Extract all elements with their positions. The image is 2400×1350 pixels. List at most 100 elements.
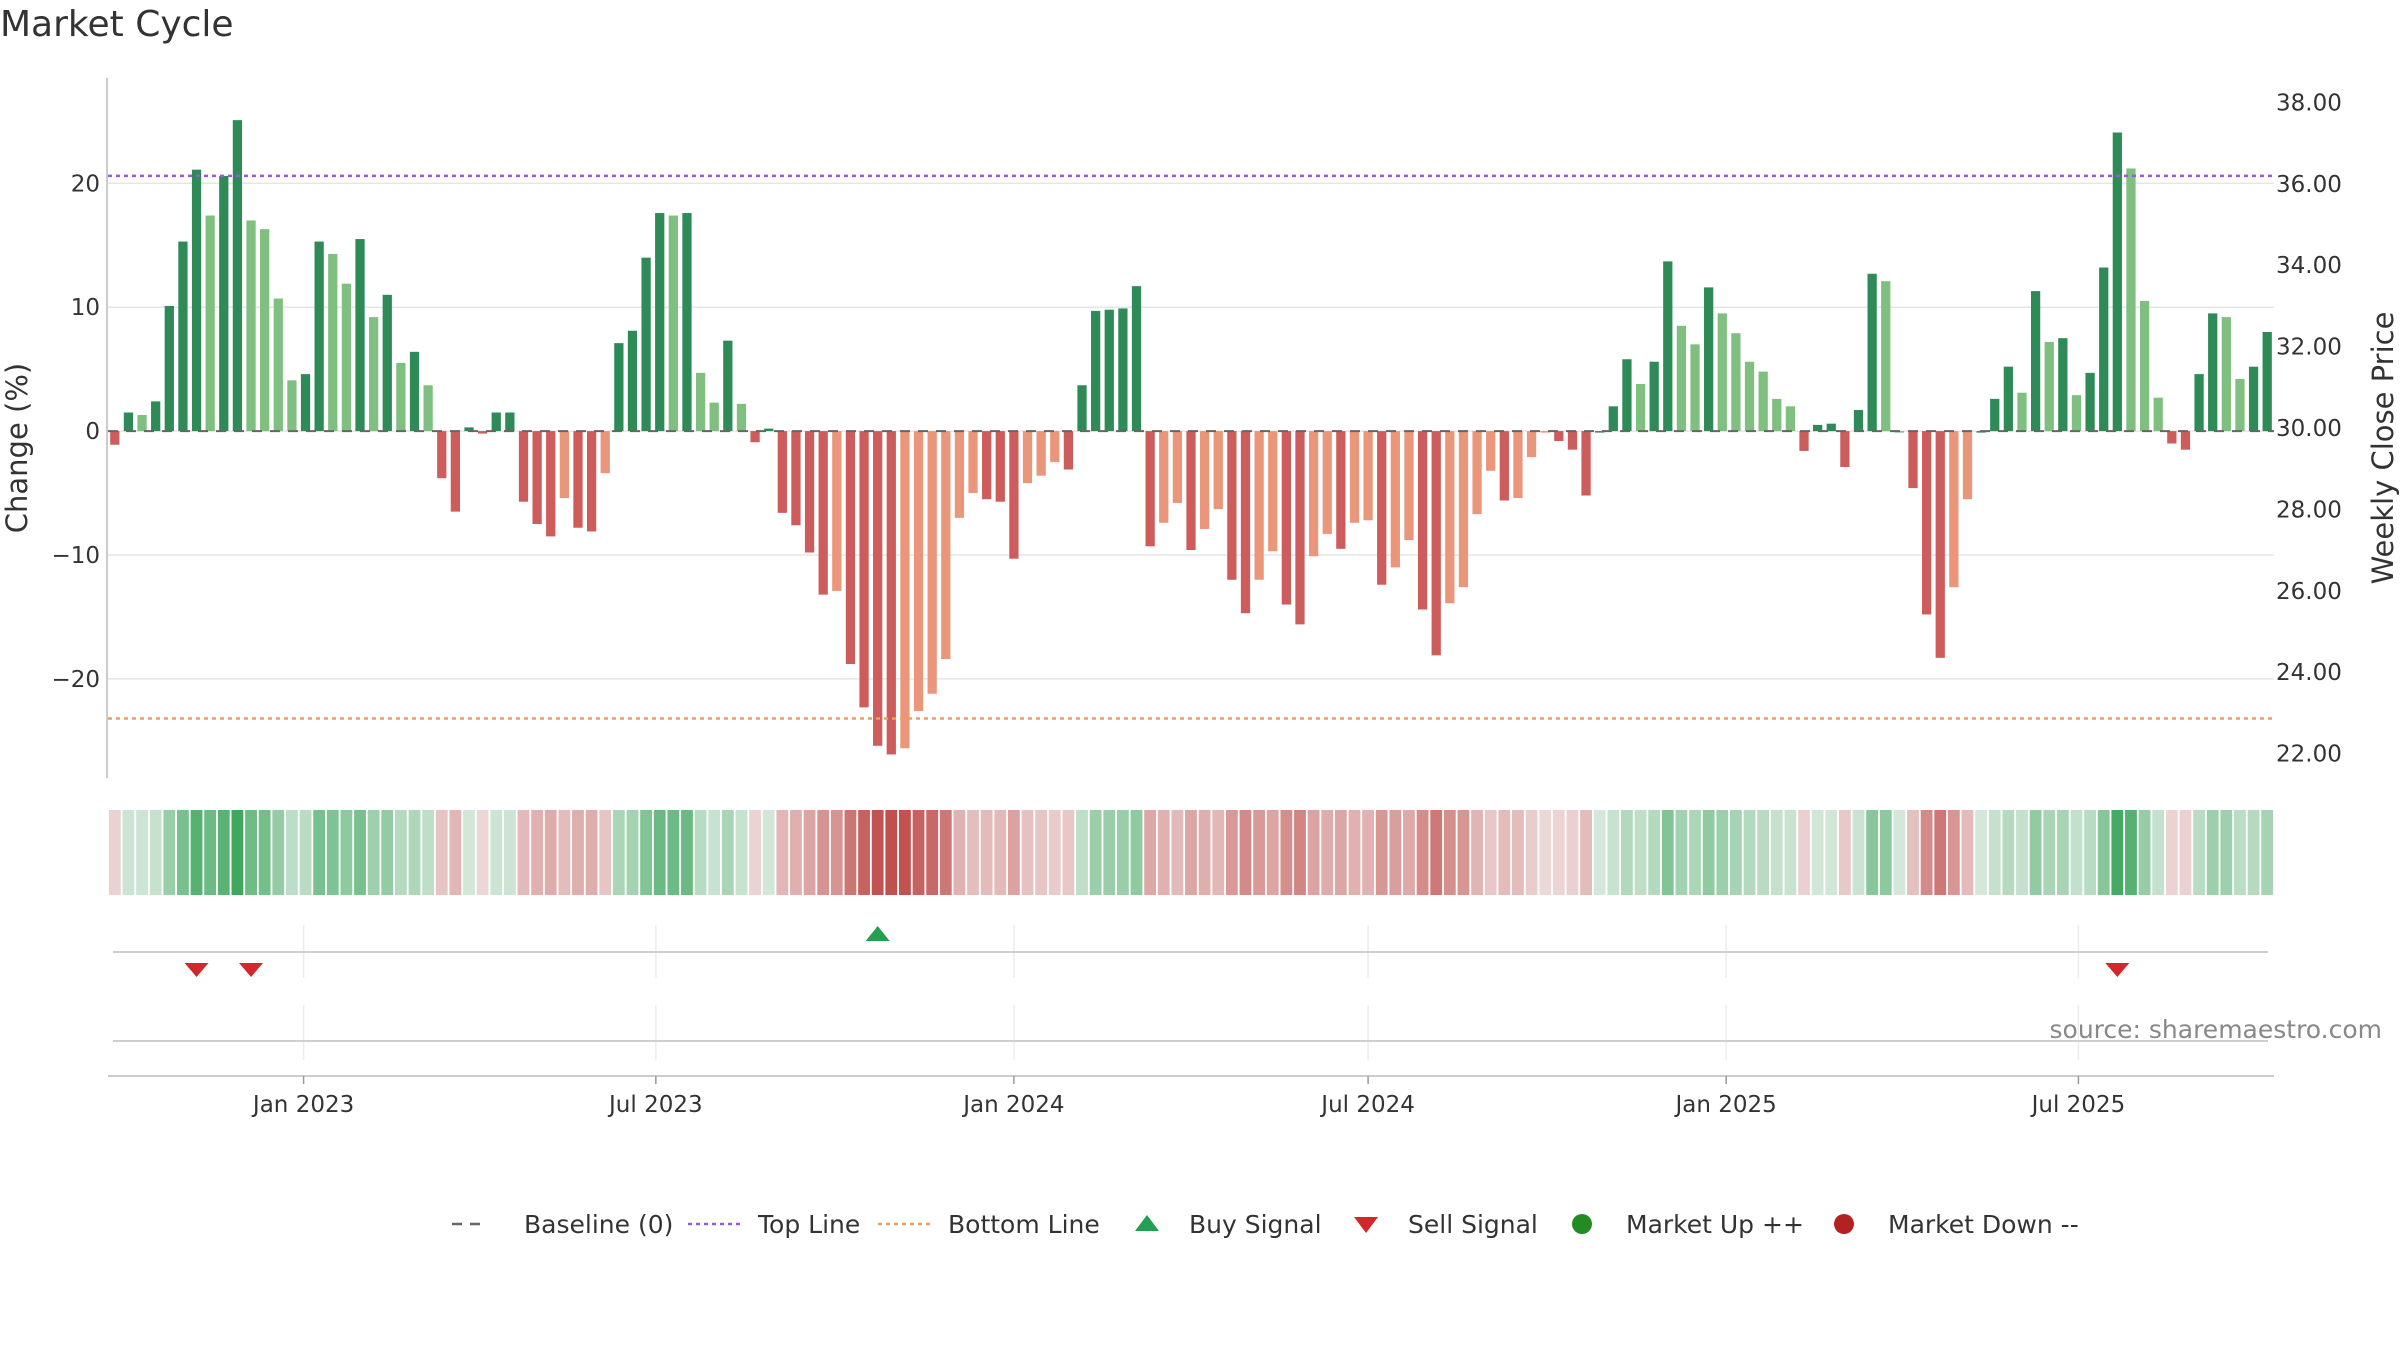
bar (518, 431, 529, 502)
heat-cell (1825, 810, 1838, 895)
y-tick-label: 0 (85, 419, 100, 445)
heat-cell (1144, 810, 1157, 895)
bar (1540, 431, 1550, 433)
heat-cell (762, 810, 775, 895)
heat-cell (1988, 810, 2001, 895)
bar (1949, 431, 1959, 588)
heat-cell (435, 810, 448, 895)
heat-cell (217, 810, 230, 895)
heat-cell (1729, 810, 1742, 895)
bar (164, 305, 174, 432)
bar (1308, 431, 1319, 557)
heat-cell (2234, 810, 2246, 895)
reference-lines (108, 174, 2274, 720)
bar (641, 257, 651, 432)
bar (477, 431, 488, 434)
legend-item: Top Line (688, 1210, 860, 1239)
bar (1268, 431, 1278, 552)
bar (995, 431, 1005, 502)
bar (1921, 431, 1932, 615)
heat-cell (1389, 810, 1402, 895)
heat-cell (749, 810, 761, 895)
heat-cell (2056, 810, 2069, 895)
bar (1472, 431, 1482, 515)
heat-cell (830, 810, 843, 895)
bar (1513, 431, 1523, 498)
legend-item: Market Down -- (1834, 1210, 2079, 1239)
bar (2194, 374, 2204, 432)
heat-cell (463, 810, 475, 895)
bar (1690, 344, 1700, 432)
bar (123, 412, 134, 432)
heat-cell (1743, 810, 1756, 895)
bar (1458, 431, 1469, 588)
heat-cell (2179, 810, 2192, 895)
bar (2153, 397, 2163, 432)
bar (287, 380, 297, 432)
legend-item: Buy Signal (1135, 1210, 1322, 1239)
heat-cell (1961, 810, 1974, 895)
bar (1063, 431, 1074, 470)
bar (736, 403, 747, 432)
bar (2262, 331, 2272, 432)
bar (845, 431, 856, 665)
bar (437, 431, 447, 479)
bar (1731, 333, 1741, 432)
bar (1077, 385, 1087, 432)
bar (1526, 431, 1537, 458)
heat-cell (980, 810, 993, 895)
heat-cell (313, 810, 326, 895)
bar (559, 431, 569, 498)
heat-cell (1471, 810, 1483, 895)
bar (954, 431, 965, 518)
bar (137, 414, 147, 432)
bar (191, 169, 202, 432)
bar (1050, 431, 1060, 463)
heat-cell (1348, 810, 1361, 895)
heat-cell (2220, 810, 2233, 895)
buy-signal-marker (865, 926, 890, 941)
heat-cell (354, 810, 366, 895)
heat-cell (340, 810, 353, 895)
bar (546, 431, 556, 537)
x-tick-label: Jan 2025 (1674, 1092, 1777, 1118)
bar (777, 431, 787, 513)
heat-cell (1484, 810, 1497, 895)
bar (2030, 291, 2041, 432)
heat-cell (1947, 810, 1960, 895)
bar (1486, 431, 1496, 471)
bar (614, 343, 624, 432)
bar (1908, 431, 1918, 489)
bar (1213, 431, 1223, 510)
heat-cell (2002, 810, 2015, 895)
legend-swatch-circle (1834, 1214, 1854, 1234)
bar (832, 431, 842, 591)
bar (873, 431, 883, 746)
heat-cell (1757, 810, 1770, 895)
heat-cell (2261, 810, 2274, 895)
heat-cell (626, 810, 639, 895)
legend-label: Baseline (0) (524, 1210, 673, 1239)
heat-cell (476, 810, 489, 895)
bar (382, 294, 392, 432)
bar (1554, 431, 1564, 442)
bar (1240, 431, 1251, 614)
heat-cell (177, 810, 189, 895)
heat-cell (953, 810, 966, 895)
bar (1595, 431, 1605, 433)
heat-cell (1702, 810, 1715, 895)
bar (260, 229, 270, 432)
heat-cell (1212, 810, 1225, 895)
bar (1635, 384, 1646, 432)
heat-cell (817, 810, 830, 895)
heat-cell (1539, 810, 1552, 895)
bar (573, 431, 583, 528)
bar (1281, 431, 1291, 605)
heat-cell (1716, 810, 1729, 895)
bar (941, 431, 951, 660)
heat-cell (1334, 810, 1347, 895)
heat-cell (394, 810, 407, 895)
bar (110, 431, 120, 445)
bar (273, 298, 283, 432)
y2-tick-label: 30.00 (2276, 416, 2342, 442)
